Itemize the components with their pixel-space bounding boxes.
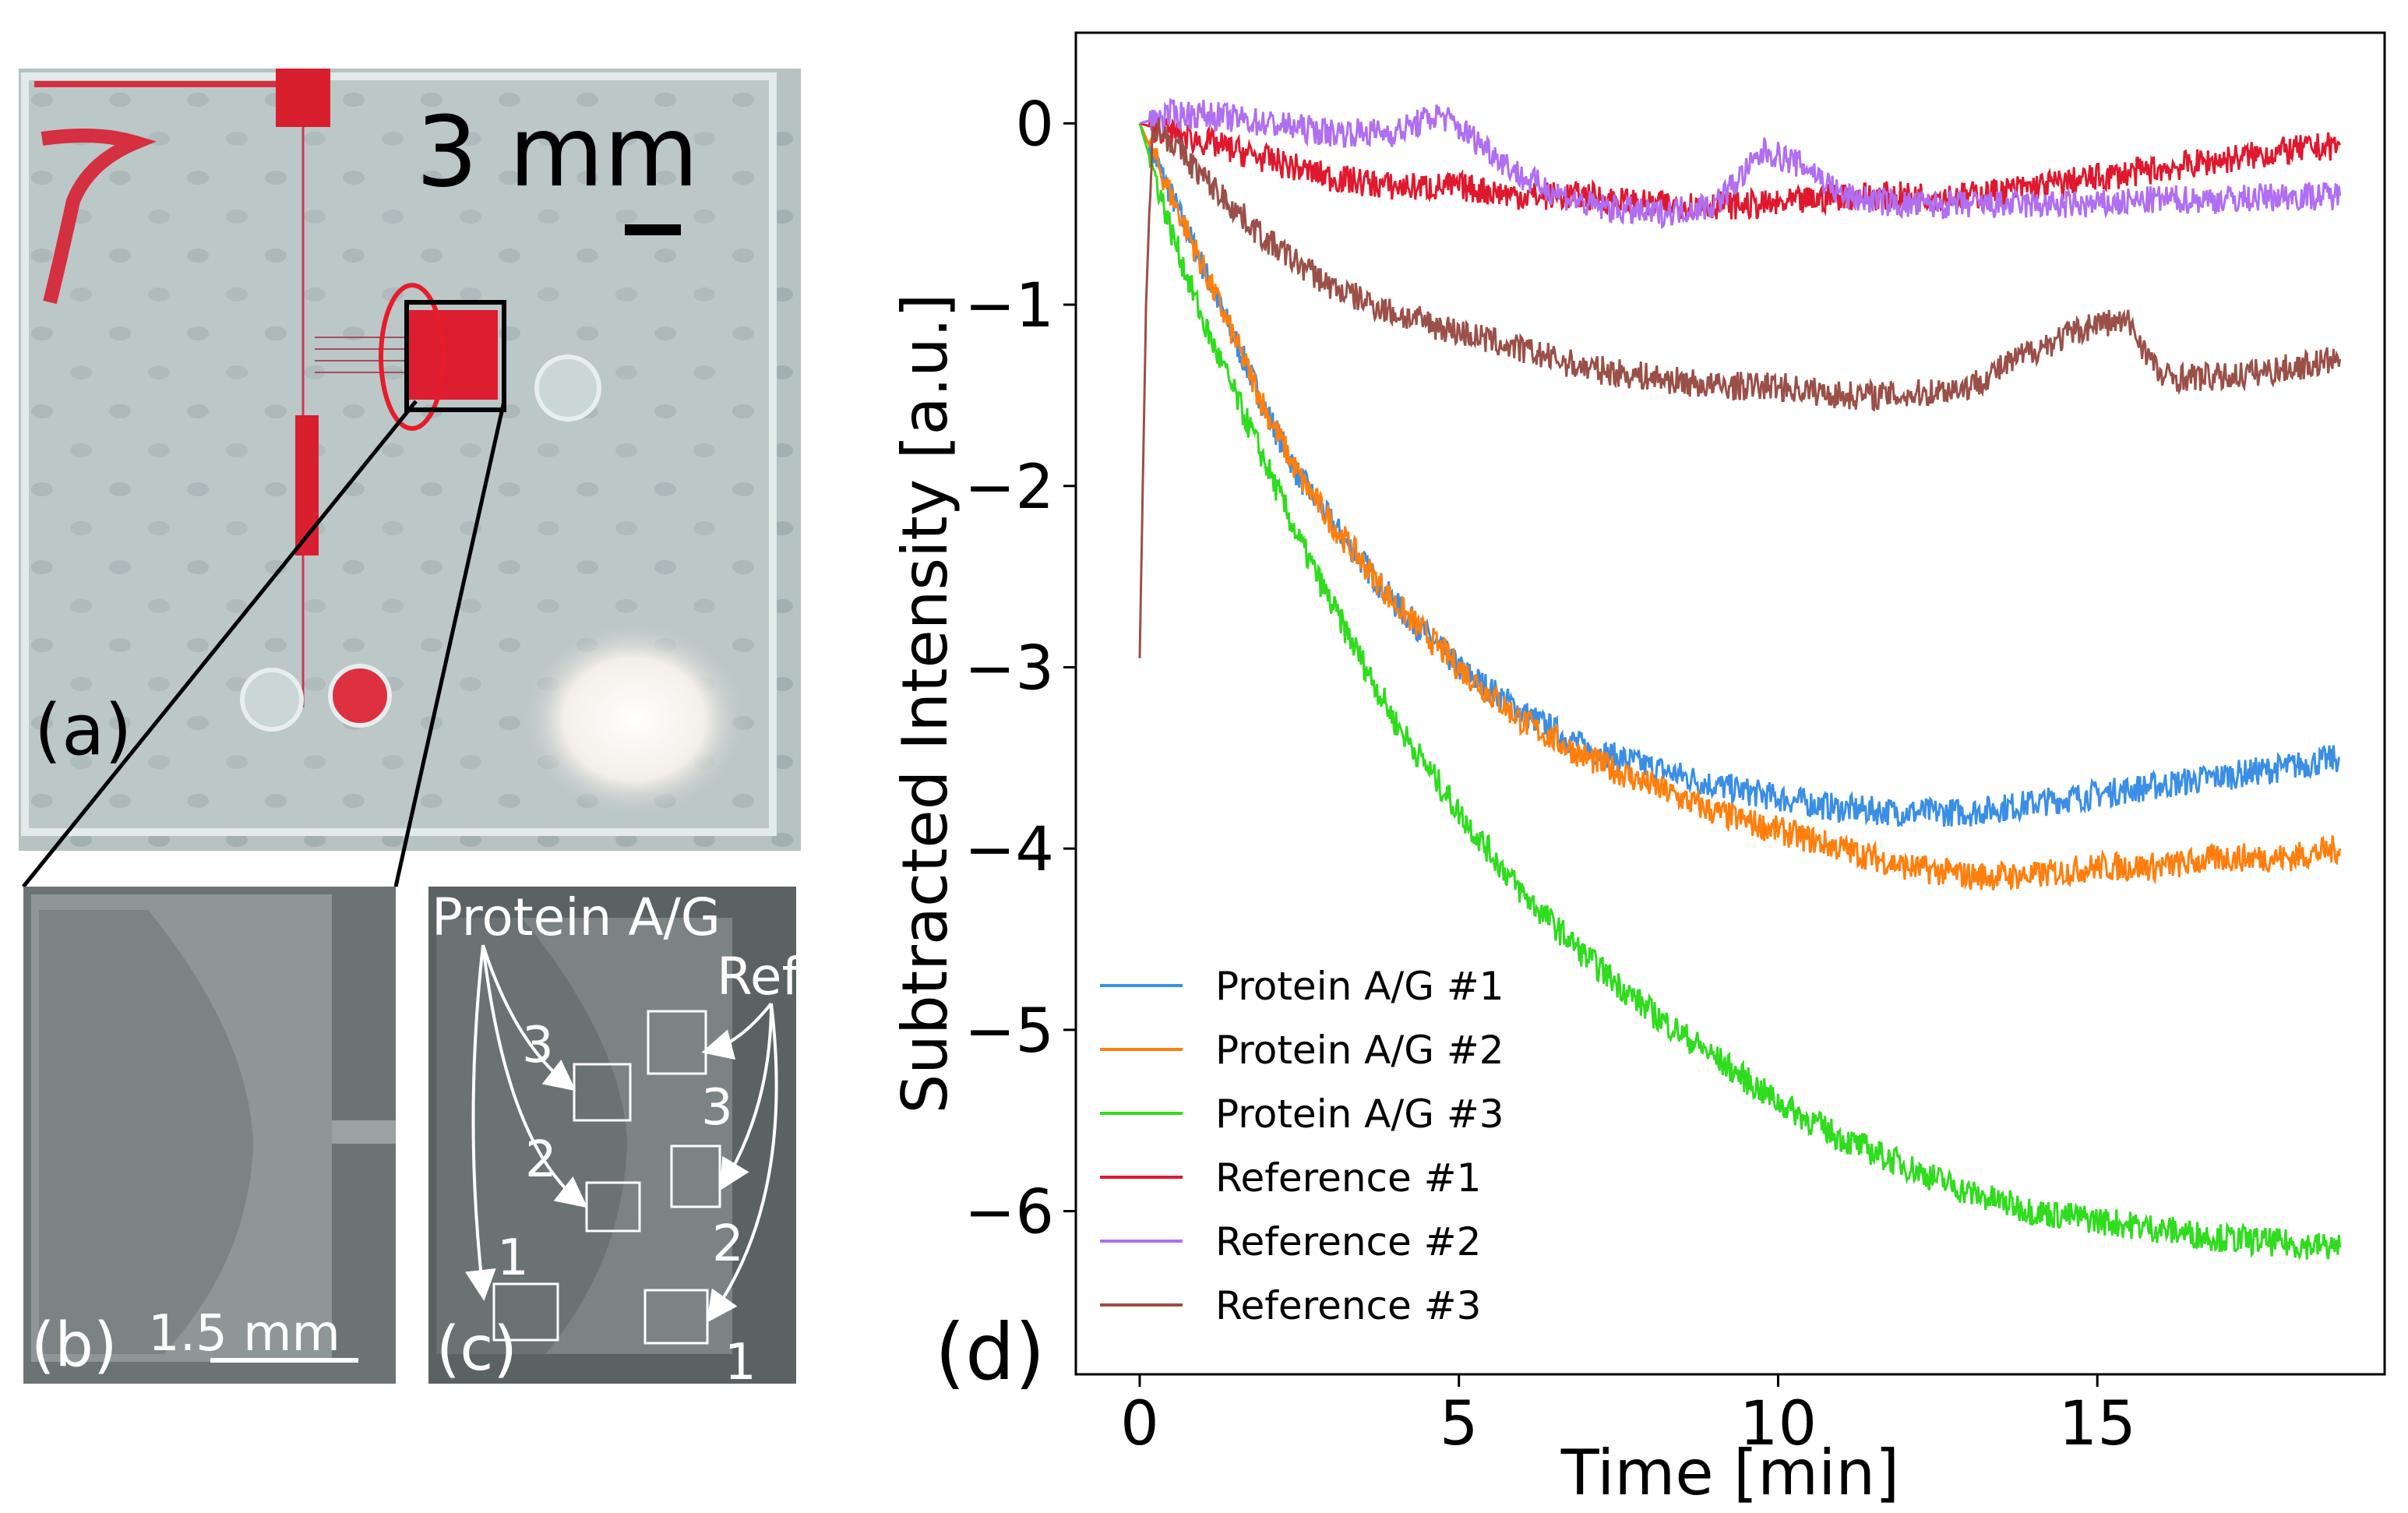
y-tick-label: −5 <box>964 996 1054 1067</box>
ref-number-1: 1 <box>725 1334 756 1384</box>
red-dye-trace <box>41 129 157 305</box>
x-axis-ticks: 0 5 10 15 <box>1120 1374 2136 1459</box>
panel-a-label: (a) <box>34 689 132 771</box>
red-channel-segment <box>295 415 319 555</box>
port-red <box>328 664 392 728</box>
y-tick-label: −2 <box>964 453 1054 523</box>
microscope-panel-b: (b) 1.5 mm <box>23 887 396 1384</box>
ref-arrows <box>701 1002 778 1323</box>
y-tick-label: −4 <box>964 815 1054 885</box>
protein-number-1: 1 <box>497 1229 529 1287</box>
series-line-5 <box>1139 97 2342 230</box>
x-tick-label: 0 <box>1120 1389 1159 1459</box>
y-axis-label: Subtracted Intensity [a.u.] <box>889 294 961 1114</box>
legend-label-4: Reference #1 <box>1215 1155 1481 1201</box>
roi-panel-c: Protein A/G Ref 3 2 1 3 2 1 (c) <box>428 887 796 1384</box>
panel-b-label: (b) <box>31 1310 117 1381</box>
intensity-chart: 0 5 10 15 0 −1 −2 −3 −4 −5 −6 Time [min] Subtract… <box>889 31 2386 1509</box>
y-tick-label: −6 <box>964 1178 1054 1248</box>
light-glare <box>517 618 751 820</box>
x-tick-label: 5 <box>1440 1389 1479 1459</box>
port-left <box>240 668 304 732</box>
y-axis-ticks: 0 −1 −2 −3 −4 −5 −6 <box>964 90 1076 1248</box>
ref-number-2: 2 <box>712 1215 744 1273</box>
legend-label-2: Protein A/G #2 <box>1215 1028 1504 1073</box>
legend-label-6: Reference #3 <box>1215 1283 1481 1328</box>
protein-number-2: 2 <box>525 1131 557 1189</box>
scale-bar <box>625 224 681 235</box>
series-line-3 <box>1138 122 2342 1261</box>
legend-label-3: Protein A/G #3 <box>1215 1092 1504 1137</box>
chamber-grid <box>315 337 408 373</box>
spot-region <box>39 910 253 1354</box>
ref-label: Ref <box>717 947 796 1007</box>
outlet-port <box>534 354 601 421</box>
device-photo-panel: 3 mm (a) <box>19 69 801 851</box>
outlet-channel <box>332 1120 396 1144</box>
y-tick-label: −1 <box>964 271 1054 341</box>
sensor-chamber <box>404 310 498 400</box>
scale-bar-label: 1.5 mm <box>148 1305 340 1363</box>
y-tick-label: −3 <box>964 633 1054 704</box>
inlet-port <box>276 69 330 127</box>
x-axis-label: Time [min] <box>1560 1437 1900 1509</box>
scale-bar <box>210 1358 358 1363</box>
protein-label: Protein A/G <box>432 887 721 947</box>
protein-number-3: 3 <box>522 1017 554 1074</box>
legend-label-1: Protein A/G #1 <box>1215 964 1504 1009</box>
x-tick-label: 10 <box>1740 1389 1817 1459</box>
legend: Protein A/G #1 Protein A/G #2 Protein A/G … <box>1100 964 1504 1328</box>
panel-d-label: (d) <box>935 1307 1045 1398</box>
roi-protein-3 <box>573 1063 632 1122</box>
series-line-4 <box>1139 115 2341 221</box>
series-lines <box>1138 97 2342 1261</box>
ref-number-3: 3 <box>701 1079 733 1137</box>
scale-bar-label: 3 mm <box>416 96 699 209</box>
panel-c-label: (c) <box>436 1314 517 1384</box>
x-tick-label: 15 <box>2059 1389 2136 1459</box>
series-line-6 <box>1138 118 2342 658</box>
y-tick-label: 0 <box>1015 90 1054 160</box>
series-line-2 <box>1138 122 2342 891</box>
protein-arrows <box>464 944 588 1301</box>
legend-label-5: Reference #2 <box>1215 1219 1481 1264</box>
roi-protein-1 <box>492 1282 559 1342</box>
